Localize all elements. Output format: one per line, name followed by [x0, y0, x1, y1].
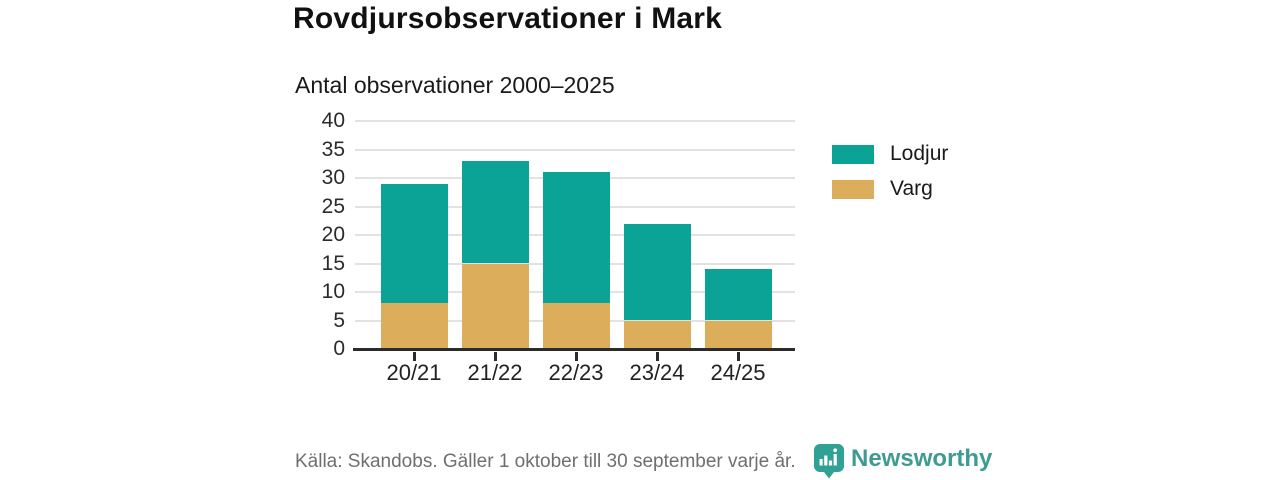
x-axis-tick-label: 22/23 — [548, 360, 604, 385]
x-axis-tick — [574, 352, 578, 361]
newsworthy-logo: Newsworthy — [814, 444, 992, 479]
bar-segment-lodjur-20/21 — [380, 183, 448, 304]
bar-segment-varg-21/22 — [461, 263, 529, 349]
y-axis-tick-label: 20 — [321, 223, 345, 246]
legend-item-varg: Varg — [832, 177, 948, 201]
y-axis-tick-label: 35 — [321, 137, 345, 161]
gridline-40 — [355, 120, 795, 122]
bar-segment-lodjur-21/22 — [461, 160, 529, 264]
y-axis-tick-label: 15 — [321, 251, 345, 275]
bar-segment-lodjur-23/24 — [623, 223, 691, 321]
x-axis-tick-label: 20/21 — [386, 360, 442, 385]
bar-segment-varg-24/25 — [704, 320, 772, 349]
bar-segment-lodjur-22/23 — [542, 172, 610, 304]
y-axis-tick-label: 30 — [321, 166, 345, 189]
chart-title: Rovdjursobservationer i Mark — [293, 2, 723, 35]
x-axis-tick — [412, 352, 416, 361]
x-axis-line — [353, 348, 795, 351]
y-axis-tick-label: 25 — [321, 194, 345, 218]
legend-swatch-varg — [832, 179, 874, 199]
newsworthy-logo-icon — [814, 444, 844, 479]
chart-subtitle: Antal observationer 2000–2025 — [295, 72, 615, 98]
legend: Lodjur Varg — [832, 142, 948, 201]
y-axis-tick-label: 5 — [333, 308, 345, 332]
x-axis-tick-label: 24/25 — [710, 360, 766, 385]
bar-segment-varg-22/23 — [542, 303, 610, 349]
x-axis-tick-label: 23/24 — [629, 360, 685, 385]
newsworthy-wordmark: Newsworthy — [851, 445, 993, 472]
y-axis-tick-label: 40 — [321, 109, 345, 132]
legend-label-lodjur: Lodjur — [890, 142, 949, 165]
legend-swatch-lodjur — [832, 144, 874, 164]
y-axis-tick-label: 0 — [333, 337, 345, 360]
bar-segment-lodjur-24/25 — [704, 269, 772, 321]
x-axis-tick-label: 21/22 — [467, 360, 523, 385]
x-axis-tick — [493, 352, 497, 361]
legend-item-lodjur: Lodjur — [832, 142, 948, 166]
bar-segment-varg-20/21 — [380, 303, 448, 349]
legend-label-varg: Varg — [890, 177, 933, 200]
bar-segment-varg-23/24 — [623, 320, 691, 349]
x-axis-tick — [655, 352, 659, 361]
gridline-35 — [355, 148, 795, 151]
source-note: Källa: Skandobs. Gäller 1 oktober till 3… — [295, 451, 796, 472]
y-axis-tick-label: 10 — [321, 280, 345, 303]
x-axis-tick — [736, 352, 740, 361]
